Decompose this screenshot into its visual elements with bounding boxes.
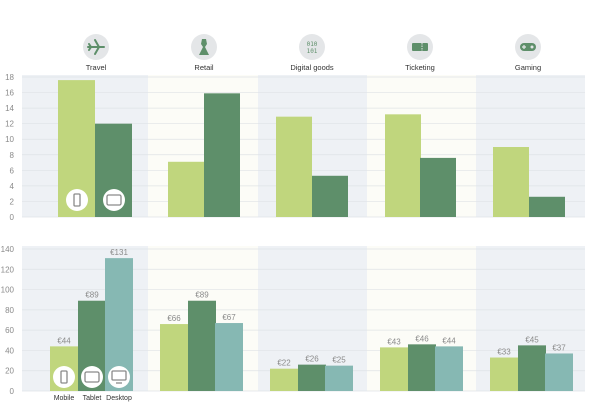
data-label: €37	[552, 343, 566, 352]
top-bar-ticket-tablet	[420, 157, 456, 217]
device-label: Tablet	[83, 395, 102, 402]
icon-circle	[299, 34, 325, 60]
bottom-y-tick-label: 40	[5, 346, 14, 355]
device-icon-circle	[53, 366, 75, 388]
tablet-icon	[81, 366, 103, 388]
category-label: Retail	[194, 63, 214, 72]
tablet-body	[106, 194, 122, 206]
top-bar-gamepad-mobile	[493, 147, 529, 217]
tablet-body	[84, 371, 100, 383]
device-icon-circle	[66, 189, 88, 211]
data-label: €67	[222, 313, 236, 322]
bottom-bar-binary-digits-desktop	[325, 365, 353, 391]
device-icon-circle	[81, 366, 103, 388]
bottom-bar-dress-tablet	[188, 300, 216, 391]
bottom-bar-binary-digits-tablet	[298, 364, 326, 391]
airplane-icon	[83, 34, 109, 60]
bottom-bar-ticket-desktop	[435, 346, 463, 391]
top-y-tick-label: 6	[10, 166, 15, 175]
binary-row-2: 101	[307, 48, 318, 55]
gamepad-icon	[515, 34, 541, 60]
bottom-bar-dress-desktop	[215, 323, 243, 391]
monitor-screen	[111, 370, 127, 381]
data-label: €46	[415, 334, 429, 343]
ticket-icon	[407, 34, 433, 60]
top-y-tick-label: 18	[5, 73, 14, 82]
top-device-icons	[66, 189, 125, 211]
top-band-5	[476, 75, 585, 217]
data-label: €44	[442, 336, 456, 345]
device-icon-circle	[108, 366, 130, 388]
mobile-phone-icon	[66, 189, 88, 211]
top-y-tick-label: 4	[10, 182, 15, 191]
top-bar-binary-digits-tablet	[312, 175, 348, 217]
bottom-bar-gamepad-tablet	[518, 345, 546, 391]
data-label: €26	[305, 355, 319, 364]
data-label: €43	[387, 337, 401, 346]
phone-body	[60, 370, 68, 384]
top-y-tick-label: 12	[5, 120, 14, 129]
top-y-tick-label: 2	[10, 197, 15, 206]
dress-icon	[191, 34, 217, 60]
airplane-shape	[87, 39, 105, 55]
bottom-y-tick-label: 60	[5, 326, 14, 335]
top-y-tick-label: 8	[10, 151, 15, 160]
data-label: €66	[167, 314, 181, 323]
top-bar-dress-mobile	[168, 161, 204, 217]
category-label: Travel	[86, 63, 107, 72]
bottom-bar-gamepad-mobile	[490, 357, 518, 391]
data-label: €22	[277, 359, 291, 368]
top-bars	[58, 80, 565, 217]
bottom-y-tick-label: 100	[1, 286, 15, 295]
dress-shape	[199, 39, 209, 55]
top-y-tick-label: 14	[5, 104, 14, 113]
category-label: Gaming	[515, 63, 541, 72]
bottom-y-tick-label: 140	[1, 245, 15, 254]
device-label: Mobile	[54, 395, 75, 402]
bottom-y-tick-label: 120	[1, 265, 15, 274]
top-bar-dress-tablet	[204, 93, 240, 217]
data-label: €45	[525, 335, 539, 344]
phone-body	[73, 193, 81, 207]
data-label: €89	[195, 291, 209, 300]
desktop-monitor-icon	[108, 366, 130, 388]
bottom-bar-binary-digits-mobile	[270, 368, 298, 391]
data-label: €25	[332, 356, 346, 365]
bottom-y-tick-label: 80	[5, 306, 14, 315]
top-bar-ticket-mobile	[385, 114, 421, 217]
data-label: €44	[57, 336, 71, 345]
data-label: €33	[497, 348, 511, 357]
bottom-y-tick-label: 0	[10, 387, 15, 396]
top-bar-gamepad-tablet	[529, 196, 565, 217]
category-label: Digital goods	[290, 63, 334, 72]
device-label: Desktop	[106, 395, 132, 402]
tablet-icon	[103, 189, 125, 211]
bottom-bar-ticket-tablet	[408, 344, 436, 391]
device-icon-circle	[103, 189, 125, 211]
bottom-bar-gamepad-desktop	[545, 353, 573, 391]
bottom-bar-dress-mobile	[160, 324, 188, 391]
data-label: €89	[85, 291, 99, 300]
top-y-tick-label: 16	[5, 89, 14, 98]
ticket-shape	[412, 43, 428, 51]
top-bar-binary-digits-mobile	[276, 116, 312, 217]
bottom-bar-ticket-mobile	[380, 347, 408, 391]
bottom-y-tick-label: 20	[5, 367, 14, 376]
mobile-phone-icon	[53, 366, 75, 388]
top-y-tick-label: 0	[10, 213, 15, 222]
top-y-tick-label: 10	[5, 135, 14, 144]
bottom-device-icons: Mobile Tablet Desktop	[53, 366, 132, 402]
category-label: Ticketing	[405, 63, 435, 72]
gamepad-dpad	[522, 45, 526, 49]
data-label: €131	[110, 248, 128, 257]
binary-row-1: 010	[307, 41, 318, 48]
gamepad-button	[530, 45, 534, 49]
